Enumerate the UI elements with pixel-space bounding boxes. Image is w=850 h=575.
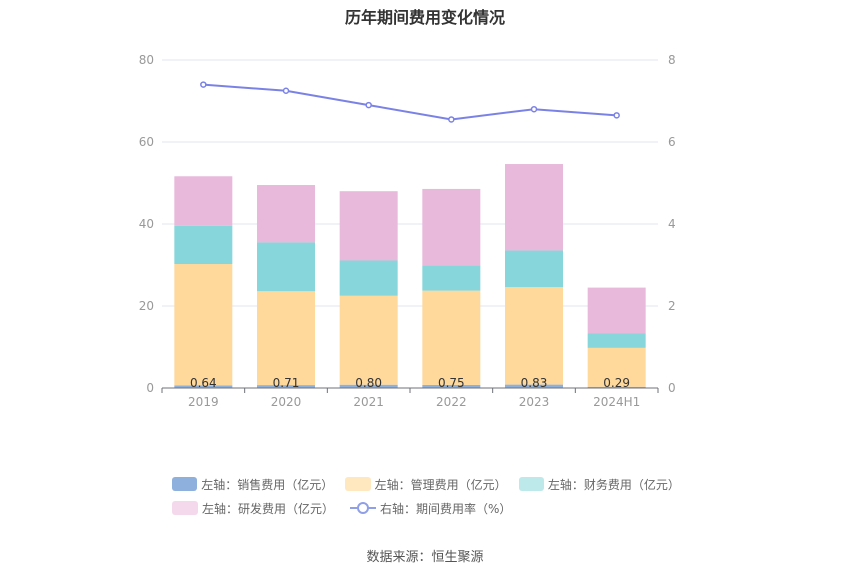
right-tick-label: 8 [668,53,676,67]
legend-swatch-admin [345,477,371,491]
bar-finance[interactable] [339,260,398,296]
legend-swatch-rnd [172,501,198,515]
bar-sales[interactable] [339,384,398,388]
bar-sales[interactable] [505,384,563,388]
bar-finance[interactable] [587,333,646,348]
bar-admin[interactable] [505,287,563,385]
legend-item-admin[interactable]: 左轴：管理费用（亿元） [345,476,507,493]
bar-sales[interactable] [587,386,646,388]
data-label-sales: 0.71 [273,376,300,390]
data-label-sales: 0.29 [603,376,630,390]
bar-rnd[interactable] [422,188,481,266]
bar-sales[interactable] [174,385,233,388]
x-tick-label: 2024H1 [593,395,640,409]
legend-swatch-finance [518,477,544,491]
x-tick-label: 2021 [353,395,384,409]
data-label-sales: 0.83 [521,376,548,390]
left-tick-label: 40 [139,217,154,231]
bar-rnd[interactable] [587,287,646,334]
data-label-sales: 0.75 [438,376,465,390]
chart-title: 历年期间费用变化情况 [344,8,505,27]
left-tick-label: 80 [139,53,154,67]
x-tick-label: 2020 [271,395,302,409]
legend-item-rnd[interactable]: 左轴：研发费用（亿元） [172,500,334,517]
line-expense-ratio [203,83,617,121]
bar-rnd[interactable] [257,185,315,243]
legend: 左轴：销售费用（亿元） 左轴：管理费用（亿元） 左轴：财务费用（亿元） 左轴：研… [172,472,692,520]
legend-swatch-sales [172,477,198,491]
source-note: 数据来源：恒生聚源 [366,550,484,565]
legend-label-admin: 左轴：管理费用（亿元） [374,477,507,492]
legend-line-icon [350,501,377,515]
bar-rnd[interactable] [339,191,398,261]
line-point[interactable] [365,101,372,109]
bar-admin[interactable] [422,290,481,385]
left-tick-label: 60 [139,135,154,149]
bar-finance[interactable] [174,225,233,265]
bar-finance[interactable] [505,250,563,288]
right-tick-label: 0 [668,381,676,395]
right-tick-label: 2 [668,299,676,313]
x-tick-label: 2023 [519,395,550,409]
legend-label-expense-ratio: 右轴：期间费用率（%） [380,501,512,516]
bar-finance[interactable] [422,265,481,291]
legend-item-expense-ratio[interactable]: 右轴：期间费用率（%） [350,500,511,517]
bar-admin[interactable] [257,291,315,386]
legend-label-rnd: 左轴：研发费用（亿元） [202,501,335,516]
right-tick-label: 4 [668,217,676,231]
x-tick-label: 2022 [436,395,467,409]
line-point[interactable] [448,116,455,123]
bar-admin[interactable] [339,295,398,385]
left-tick-label: 0 [146,381,154,395]
line-point[interactable] [613,112,620,119]
bar-sales[interactable] [257,385,315,388]
line-point[interactable] [200,81,207,88]
bar-admin[interactable] [587,347,646,387]
data-label-sales: 0.80 [355,376,382,390]
legend-item-finance[interactable]: 左轴：财务费用（亿元） [518,476,680,493]
data-label-sales: 0.64 [190,376,217,390]
x-tick-label: 2019 [188,395,219,409]
right-tick-label: 6 [668,135,676,149]
legend-label-sales: 左轴：销售费用（亿元） [201,477,334,492]
legend-label-finance: 左轴：财务费用（亿元） [547,477,680,492]
left-tick-label: 20 [139,299,154,313]
bar-finance[interactable] [257,242,315,292]
bar-admin[interactable] [174,264,233,386]
line-point[interactable] [530,105,538,113]
bar-sales[interactable] [422,384,481,388]
line-point[interactable] [282,87,290,94]
legend-item-sales[interactable]: 左轴：销售费用（亿元） [172,476,334,493]
bar-rnd[interactable] [174,176,233,226]
bar-rnd[interactable] [505,164,563,251]
